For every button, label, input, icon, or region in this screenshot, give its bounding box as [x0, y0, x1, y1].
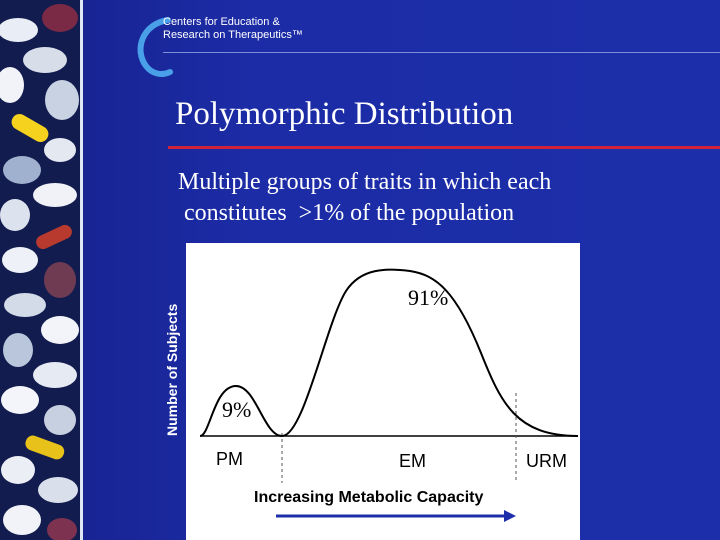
distribution-diagram: 91% 9% PM EM URM Increasing Metabolic Ca… [186, 243, 580, 540]
distribution-curve [199, 268, 579, 438]
category-label-pm: PM [216, 449, 243, 469]
pills-image [0, 0, 80, 540]
peak-label-em: 91% [408, 285, 448, 310]
distribution-svg: 91% 9% PM EM URM Increasing Metabolic Ca… [199, 268, 579, 522]
logo-icon [137, 17, 173, 77]
header-rule [163, 52, 720, 53]
peak-label-pm: 9% [222, 397, 251, 422]
capacity-arrow-head [504, 510, 516, 522]
org-name-line1: Centers for Education & [163, 16, 280, 28]
org-name: Centers for Education & Research on Ther… [163, 16, 303, 42]
category-label-em: EM [399, 451, 426, 471]
org-name-line2: Research on Therapeutics™ [163, 29, 303, 41]
category-label-urm: URM [526, 451, 567, 471]
y-axis-label: Number of Subjects [164, 303, 180, 436]
divider-strip [80, 0, 83, 540]
slide-title: Polymorphic Distribution [175, 96, 514, 132]
pills-photo [0, 0, 80, 540]
slide-subtitle: Multiple groups of traits in which each … [178, 169, 552, 226]
title-underline [168, 146, 720, 149]
x-axis-label: Increasing Metabolic Capacity [254, 489, 484, 506]
